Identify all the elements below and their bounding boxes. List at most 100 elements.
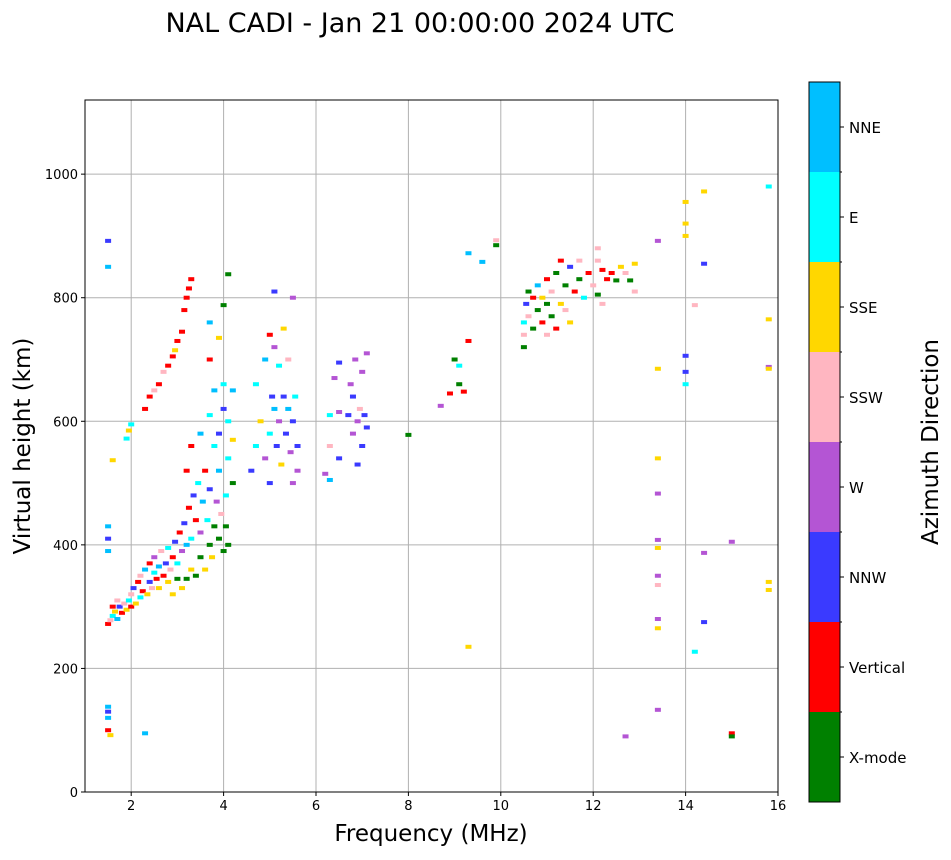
data-point-nne — [285, 406, 292, 411]
y-tick-label: 1000 — [45, 168, 78, 183]
data-point-nne — [215, 468, 222, 473]
data-point-nnw — [273, 444, 280, 448]
data-point-sse — [654, 545, 661, 550]
data-point-w — [359, 369, 366, 374]
data-point-nnw — [345, 413, 352, 418]
data-point-w — [654, 238, 661, 243]
data-point-vertical — [118, 610, 125, 615]
colorbar-segment-nne — [809, 82, 840, 172]
data-point-vertical — [128, 604, 135, 609]
data-point-ssw — [594, 258, 601, 263]
data-point-x-mode — [197, 555, 204, 560]
data-point-nne — [142, 731, 149, 736]
data-point-vertical — [142, 406, 149, 411]
data-point-vertical — [139, 589, 146, 594]
y-tick-label: 200 — [53, 662, 78, 677]
data-point-vertical — [146, 394, 153, 399]
x-tick-label: 16 — [770, 799, 787, 814]
data-point-ssw — [622, 271, 629, 275]
data-point-x-mode — [530, 326, 537, 331]
data-point-sse — [123, 607, 130, 612]
x-tick-label: 14 — [677, 799, 694, 814]
data-point-vertical — [599, 267, 606, 272]
data-point-x-mode — [220, 549, 227, 554]
data-point-nnw — [289, 419, 296, 424]
data-point-e — [691, 649, 698, 654]
data-point-nnw — [682, 369, 689, 374]
data-point-e — [188, 536, 195, 541]
colorbar-tick-label: NNE — [849, 119, 881, 137]
data-point-vertical — [571, 289, 578, 294]
data-point-vertical — [446, 391, 453, 396]
data-point-w — [654, 617, 661, 621]
data-point-e — [520, 320, 527, 325]
data-point-nne — [199, 499, 206, 504]
colorbar-segment-x-mode — [809, 712, 840, 802]
data-point-w — [197, 530, 204, 535]
x-tick-label: 6 — [312, 799, 320, 814]
data-point-nne — [271, 406, 278, 411]
data-point-sse — [765, 587, 772, 592]
data-point-nne — [206, 320, 213, 325]
data-point-ssw — [356, 406, 363, 411]
data-point-nnw — [294, 444, 301, 448]
data-point-x-mode — [229, 481, 236, 486]
data-point-ssw — [167, 567, 174, 572]
data-point-sse — [132, 601, 139, 606]
data-point-ssw — [128, 592, 135, 597]
data-point-sse — [539, 295, 546, 300]
data-point-vertical — [608, 271, 615, 275]
data-point-nnw — [682, 353, 689, 358]
data-point-sse — [631, 261, 638, 266]
data-point-vertical — [202, 468, 209, 473]
data-point-w — [654, 707, 661, 712]
data-point-vertical — [181, 308, 188, 313]
data-point-nne — [197, 431, 204, 436]
data-point-e — [206, 413, 213, 418]
data-point-nnw — [190, 493, 197, 498]
data-point-e — [266, 431, 273, 436]
data-point-w — [363, 351, 370, 356]
data-point-w — [322, 471, 329, 476]
colorbar-tick-label: Vertical — [849, 659, 905, 677]
data-point-vertical — [109, 604, 116, 609]
data-point-vertical — [183, 295, 190, 300]
data-point-sse — [654, 456, 661, 461]
data-point-e — [292, 394, 299, 399]
data-point-vertical — [206, 357, 213, 362]
data-point-nnw — [354, 462, 361, 467]
data-point-x-mode — [206, 542, 213, 547]
data-point-nnw — [116, 604, 123, 609]
data-point-e — [165, 545, 172, 550]
data-point-sse — [257, 419, 264, 424]
data-point-ssw — [576, 258, 583, 263]
data-point-ssw — [137, 573, 144, 578]
data-point-sse — [209, 555, 216, 560]
data-point-x-mode — [576, 277, 583, 282]
data-point-nnw — [701, 620, 708, 625]
data-point-w — [654, 537, 661, 542]
data-point-ssw — [599, 301, 606, 306]
data-point-nnw — [567, 264, 574, 269]
data-point-e — [225, 419, 232, 424]
colorbar-tick-label: SSE — [849, 299, 878, 317]
data-point-sse — [280, 326, 287, 331]
data-point-ssw — [158, 549, 165, 554]
data-point-ssw — [107, 618, 114, 623]
data-point-nnw — [206, 487, 213, 492]
data-point-e — [109, 613, 116, 618]
data-point-sse — [188, 567, 195, 572]
data-point-nnw — [269, 394, 276, 399]
x-tick-label: 12 — [585, 799, 602, 814]
data-point-x-mode — [220, 303, 227, 308]
data-point-sse — [682, 233, 689, 238]
data-point-ssw — [151, 388, 158, 393]
data-point-x-mode — [520, 345, 527, 350]
data-point-vertical — [266, 332, 273, 337]
data-point-vertical — [465, 338, 472, 343]
data-point-vertical — [146, 561, 153, 566]
data-point-x-mode — [627, 278, 634, 283]
data-point-vertical — [185, 505, 192, 510]
data-point-e — [211, 444, 218, 448]
